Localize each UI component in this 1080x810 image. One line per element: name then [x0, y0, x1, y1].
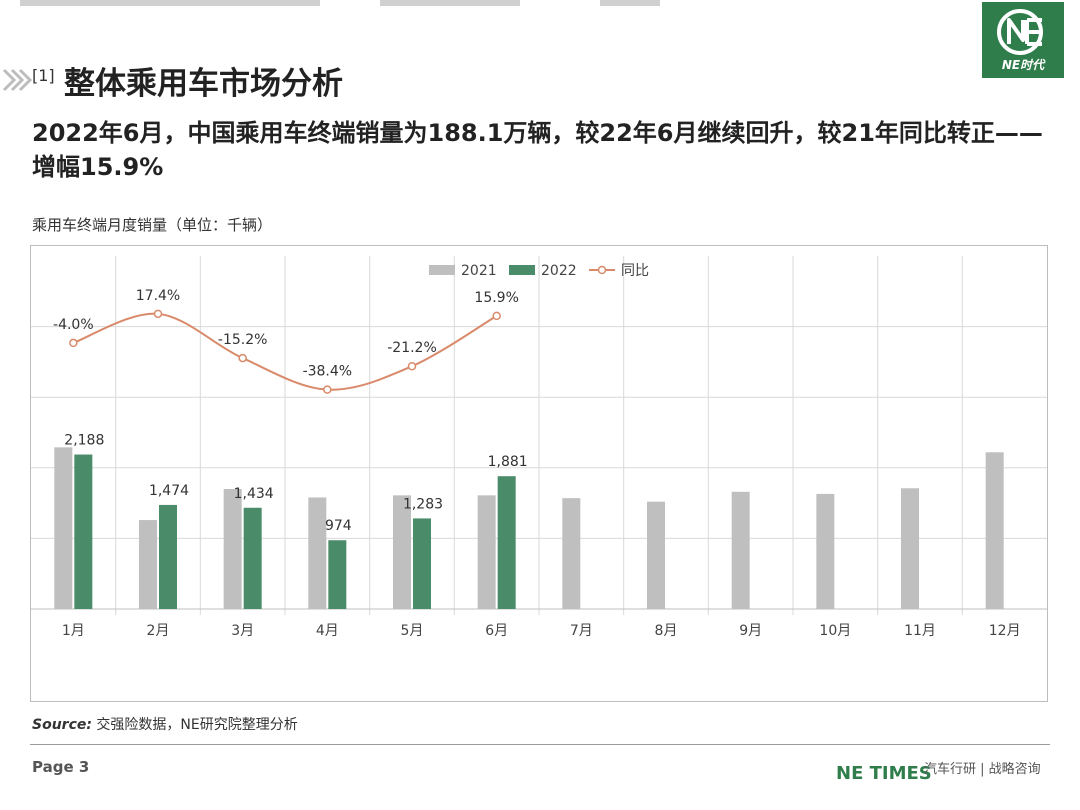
- bar-2022: [328, 540, 347, 609]
- bar-2021: [647, 501, 665, 609]
- yoy-point: [407, 361, 417, 371]
- legend-swatch-2022: [509, 265, 535, 275]
- footer-brand-sub: 汽车行研 | 战略咨询: [924, 762, 1041, 777]
- sales-chart: 2,188 1月 1,474 2月 1,434 3月 974 4月 1,283 5月 1,881 6月…: [31, 256, 1047, 639]
- data-label-2022: 1,283: [403, 496, 443, 512]
- x-tick-label: 12月: [989, 623, 1021, 639]
- bar-2021: [139, 520, 157, 609]
- chart-frame: 2,188 1月 1,474 2月 1,434 3月 974 4月 1,283 5月 1,881 6月…: [30, 245, 1048, 702]
- yoy-label: 15.9%: [474, 290, 518, 306]
- yoy-point: [323, 385, 332, 394]
- x-tick-label: 5月: [401, 623, 424, 639]
- yoy-point: [69, 338, 78, 348]
- x-tick-label: 2月: [147, 623, 170, 639]
- yoy-label: -21.2%: [387, 340, 437, 356]
- x-tick-label: 7月: [570, 623, 593, 639]
- data-label-2022: 1,474: [149, 483, 189, 499]
- ne-logo-icon: [997, 9, 1043, 55]
- yoy-point: [153, 309, 163, 319]
- bar-2022: [413, 518, 431, 609]
- bar-2021: [562, 498, 581, 609]
- x-tick-label: 10月: [819, 623, 851, 639]
- yoy-label: -4.0%: [53, 317, 94, 333]
- legend-label-2021: 2021: [461, 263, 497, 279]
- bar-2022: [243, 507, 262, 609]
- bar-2021: [731, 491, 750, 609]
- top-decoration-bar: [0, 0, 1080, 8]
- bar-2022: [74, 454, 93, 609]
- data-label-2022: 974: [325, 518, 352, 534]
- footer-divider: [30, 744, 1050, 745]
- section-title: 整体乘用车市场分析: [64, 66, 343, 102]
- bar-2021: [477, 495, 496, 609]
- bar-2021: [816, 493, 835, 609]
- bar-2021: [393, 495, 411, 609]
- bar-2021: [308, 497, 327, 609]
- bar-2021: [54, 447, 73, 609]
- bar-2021: [223, 488, 242, 609]
- headline: 2022年6月，中国乘用车终端销量为188.1万辆，较22年6月继续回升，较21…: [32, 119, 1043, 181]
- yoy-label: -15.2%: [218, 332, 268, 348]
- yoy-point: [238, 353, 247, 363]
- legend-marker-yoy: [597, 265, 607, 275]
- x-tick-label: 1月: [62, 623, 85, 639]
- legend-label-yoy: 同比: [621, 263, 649, 279]
- x-tick-label: 11月: [904, 623, 936, 639]
- yoy-line: [72, 312, 498, 391]
- bar-2022: [497, 476, 516, 609]
- source-note: Source: 交强险数据，NE研究院整理分析: [32, 714, 298, 734]
- yoy-label: 17.4%: [136, 288, 180, 304]
- yoy-label: -38.4%: [303, 364, 353, 380]
- x-tick-label: 4月: [316, 623, 339, 639]
- x-tick-label: 3月: [231, 623, 254, 639]
- page-number: Page 3: [32, 758, 90, 776]
- source-label: Source:: [32, 717, 92, 733]
- bar-2022: [159, 504, 177, 609]
- section-number: [1]: [32, 66, 55, 85]
- chevrons-icon: [2, 68, 32, 92]
- source-text: 交强险数据，NE研究院整理分析: [91, 717, 298, 733]
- footer-brand: NE TIMES: [836, 763, 932, 784]
- legend-label-2022: 2022: [541, 263, 577, 279]
- yoy-point: [492, 311, 501, 321]
- bar-2021: [901, 488, 919, 609]
- legend-swatch-2021: [429, 265, 455, 275]
- data-label-2022: 2,188: [64, 433, 104, 449]
- x-tick-label: 8月: [655, 623, 678, 639]
- bar-2021: [985, 452, 1004, 609]
- x-tick-label: 9月: [739, 623, 762, 639]
- data-label-2022: 1,881: [488, 454, 528, 470]
- logo-text: NE时代: [1001, 58, 1045, 72]
- ne-times-logo: NE时代: [980, 0, 1066, 80]
- data-label-2022: 1,434: [234, 486, 274, 502]
- chart-caption: 乘用车终端月度销量（单位：千辆）: [32, 216, 273, 234]
- x-tick-label: 6月: [485, 623, 508, 639]
